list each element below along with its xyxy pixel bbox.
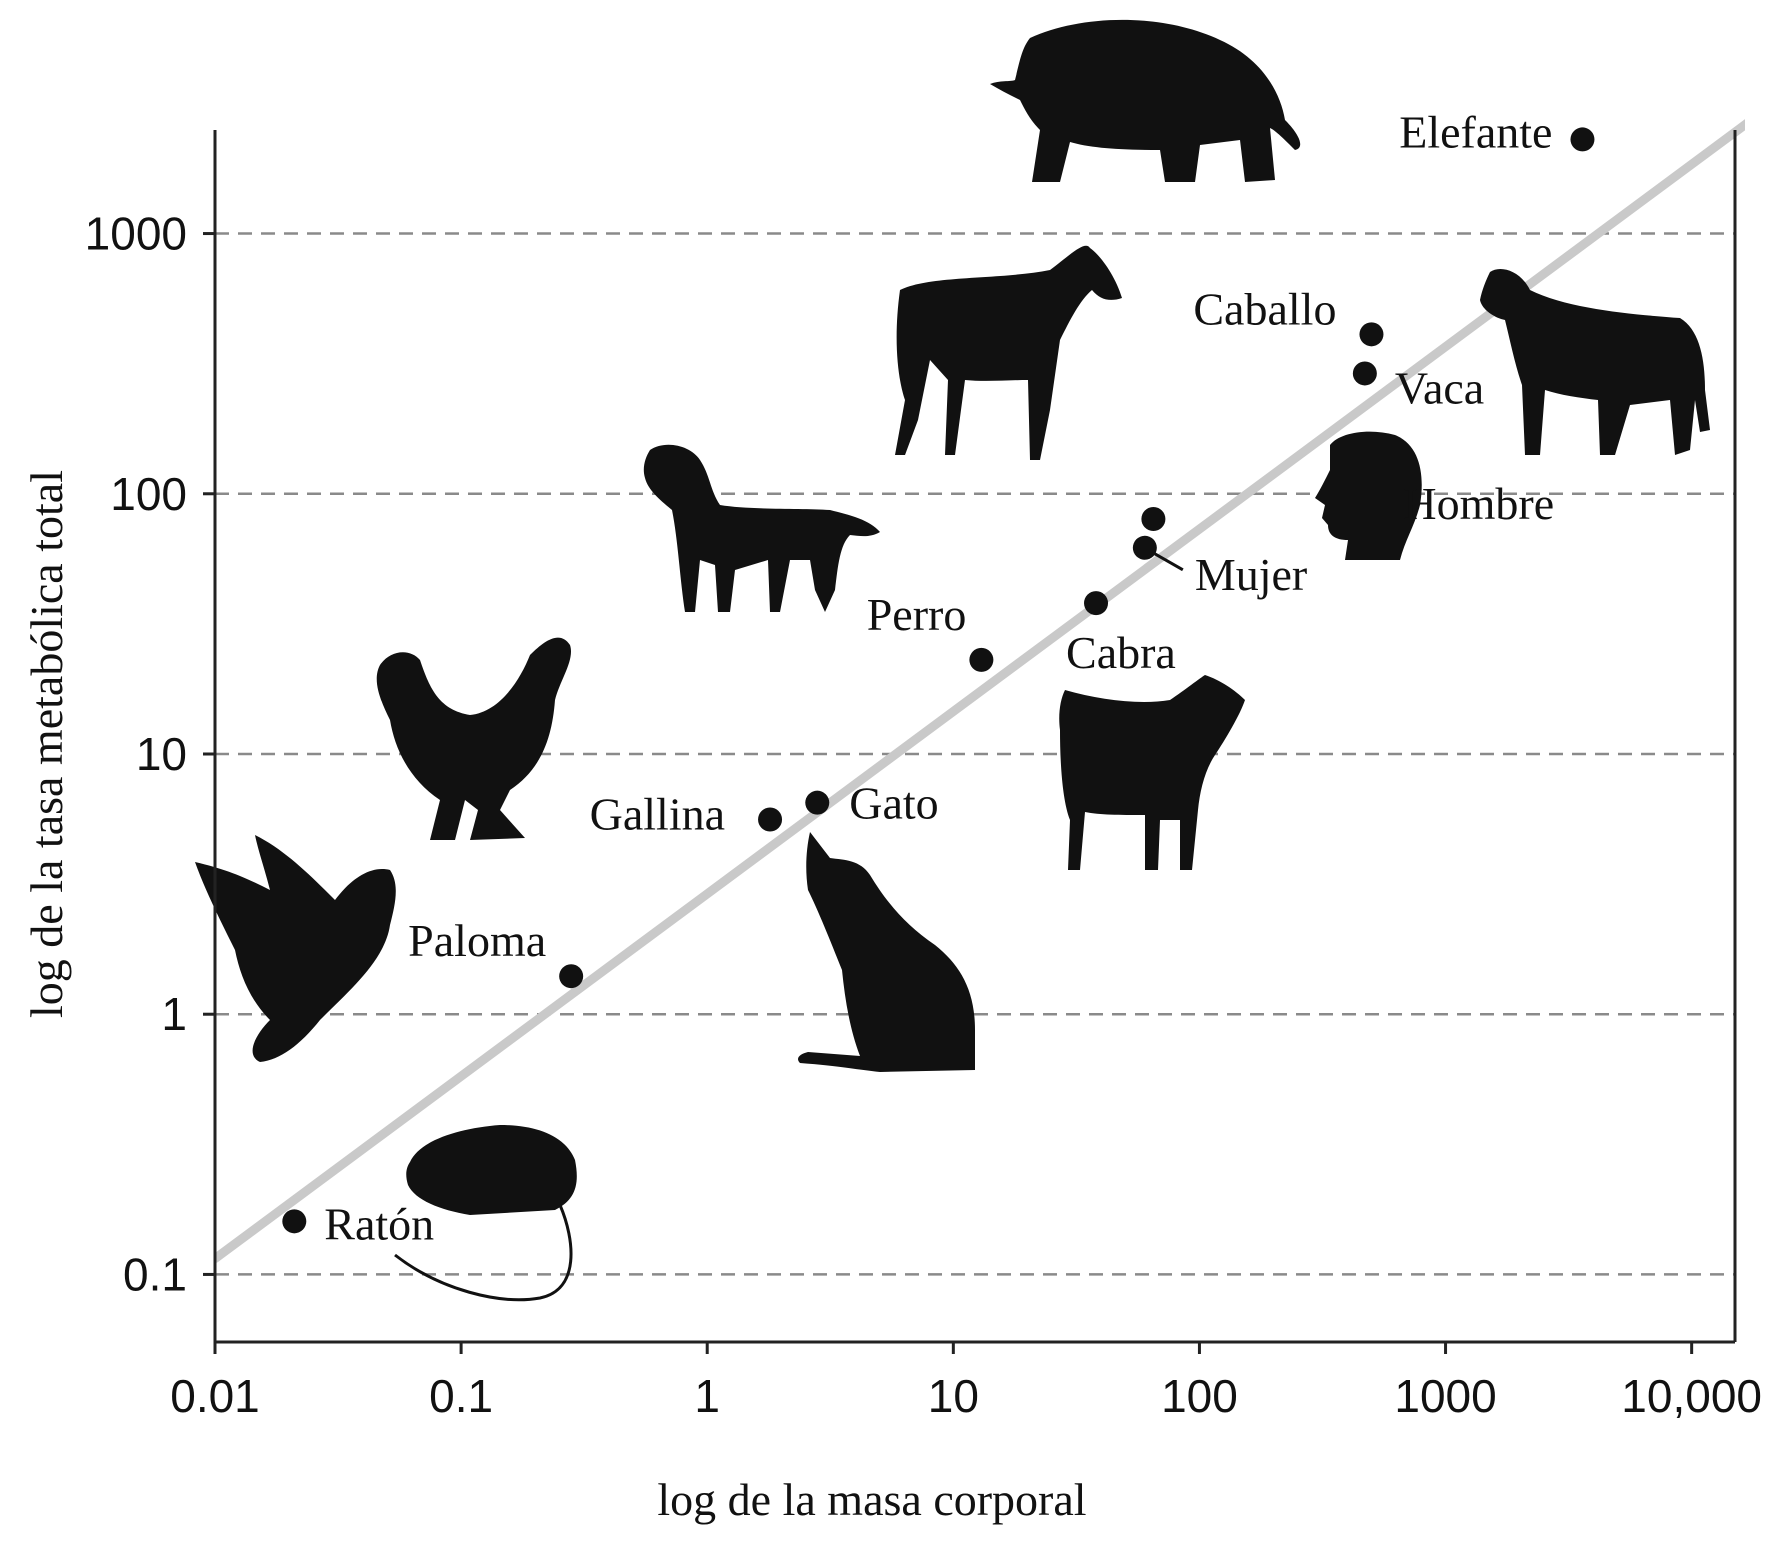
point-label-cabra: Cabra <box>1066 627 1176 678</box>
cow-icon <box>1480 269 1710 455</box>
y-tick-label: 1 <box>161 988 187 1040</box>
x-tick-label: 100 <box>1161 1370 1238 1422</box>
point-label-gallina: Gallina <box>590 789 725 840</box>
x-tick-label: 1000 <box>1394 1370 1496 1422</box>
point-hombre <box>1141 506 1166 531</box>
pigeon-icon <box>195 835 396 1062</box>
point-paloma <box>559 964 584 989</box>
y-tick-label: 100 <box>110 468 187 520</box>
point-label-hombre: Hombre <box>1403 478 1554 529</box>
x-tick-label: 10,000 <box>1621 1370 1762 1422</box>
y-tick-label: 0.1 <box>123 1248 187 1300</box>
point-label-vaca: Vaca <box>1395 362 1484 413</box>
elephant-icon <box>990 19 1301 182</box>
point-raton <box>282 1209 307 1234</box>
x-tick-label: 0.01 <box>170 1370 260 1422</box>
point-label-mujer: Mujer <box>1195 549 1307 600</box>
point-label-caballo: Caballo <box>1193 283 1336 334</box>
mujer-leader-line <box>1154 552 1184 572</box>
goat-icon <box>1059 675 1245 870</box>
x-tick-label: 10 <box>928 1370 979 1422</box>
hen-icon <box>376 637 572 840</box>
point-cabra <box>1084 591 1109 616</box>
point-gato <box>805 790 830 815</box>
point-label-perro: Perro <box>867 589 967 640</box>
point-mujer <box>1132 535 1157 560</box>
point-gallina <box>758 807 783 832</box>
silhouettes <box>195 19 1710 1302</box>
point-label-gato: Gato <box>849 778 938 829</box>
data-points: Ratón Paloma Gallina Gato Perro Cabra Mujer Hom… <box>282 106 1595 1249</box>
y-tick-label: 1000 <box>85 208 187 260</box>
horse-icon <box>895 245 1122 460</box>
y-tick-label: 10 <box>136 728 187 780</box>
x-tick-label: 1 <box>694 1370 720 1422</box>
point-label-raton: Ratón <box>324 1198 434 1249</box>
mouse-icon <box>394 1125 577 1302</box>
point-label-paloma: Paloma <box>408 915 546 966</box>
point-elefante <box>1570 127 1595 152</box>
point-caballo <box>1359 322 1384 347</box>
dog-icon <box>643 444 880 612</box>
point-label-elefante: Elefante <box>1399 106 1552 157</box>
point-vaca <box>1352 361 1377 386</box>
x-tick-label: 0.1 <box>429 1370 493 1422</box>
x-axis-title: log de la masa corporal <box>657 1474 1086 1525</box>
axes: 0.01 0.1 1 10 100 1000 10,000 0.1 1 10 100 1000 <box>85 130 1762 1422</box>
human-head-icon <box>1315 431 1422 560</box>
cat-icon <box>797 832 975 1072</box>
y-axis-title: log de la tasa metabólica total <box>21 470 72 1018</box>
point-perro <box>969 647 994 672</box>
